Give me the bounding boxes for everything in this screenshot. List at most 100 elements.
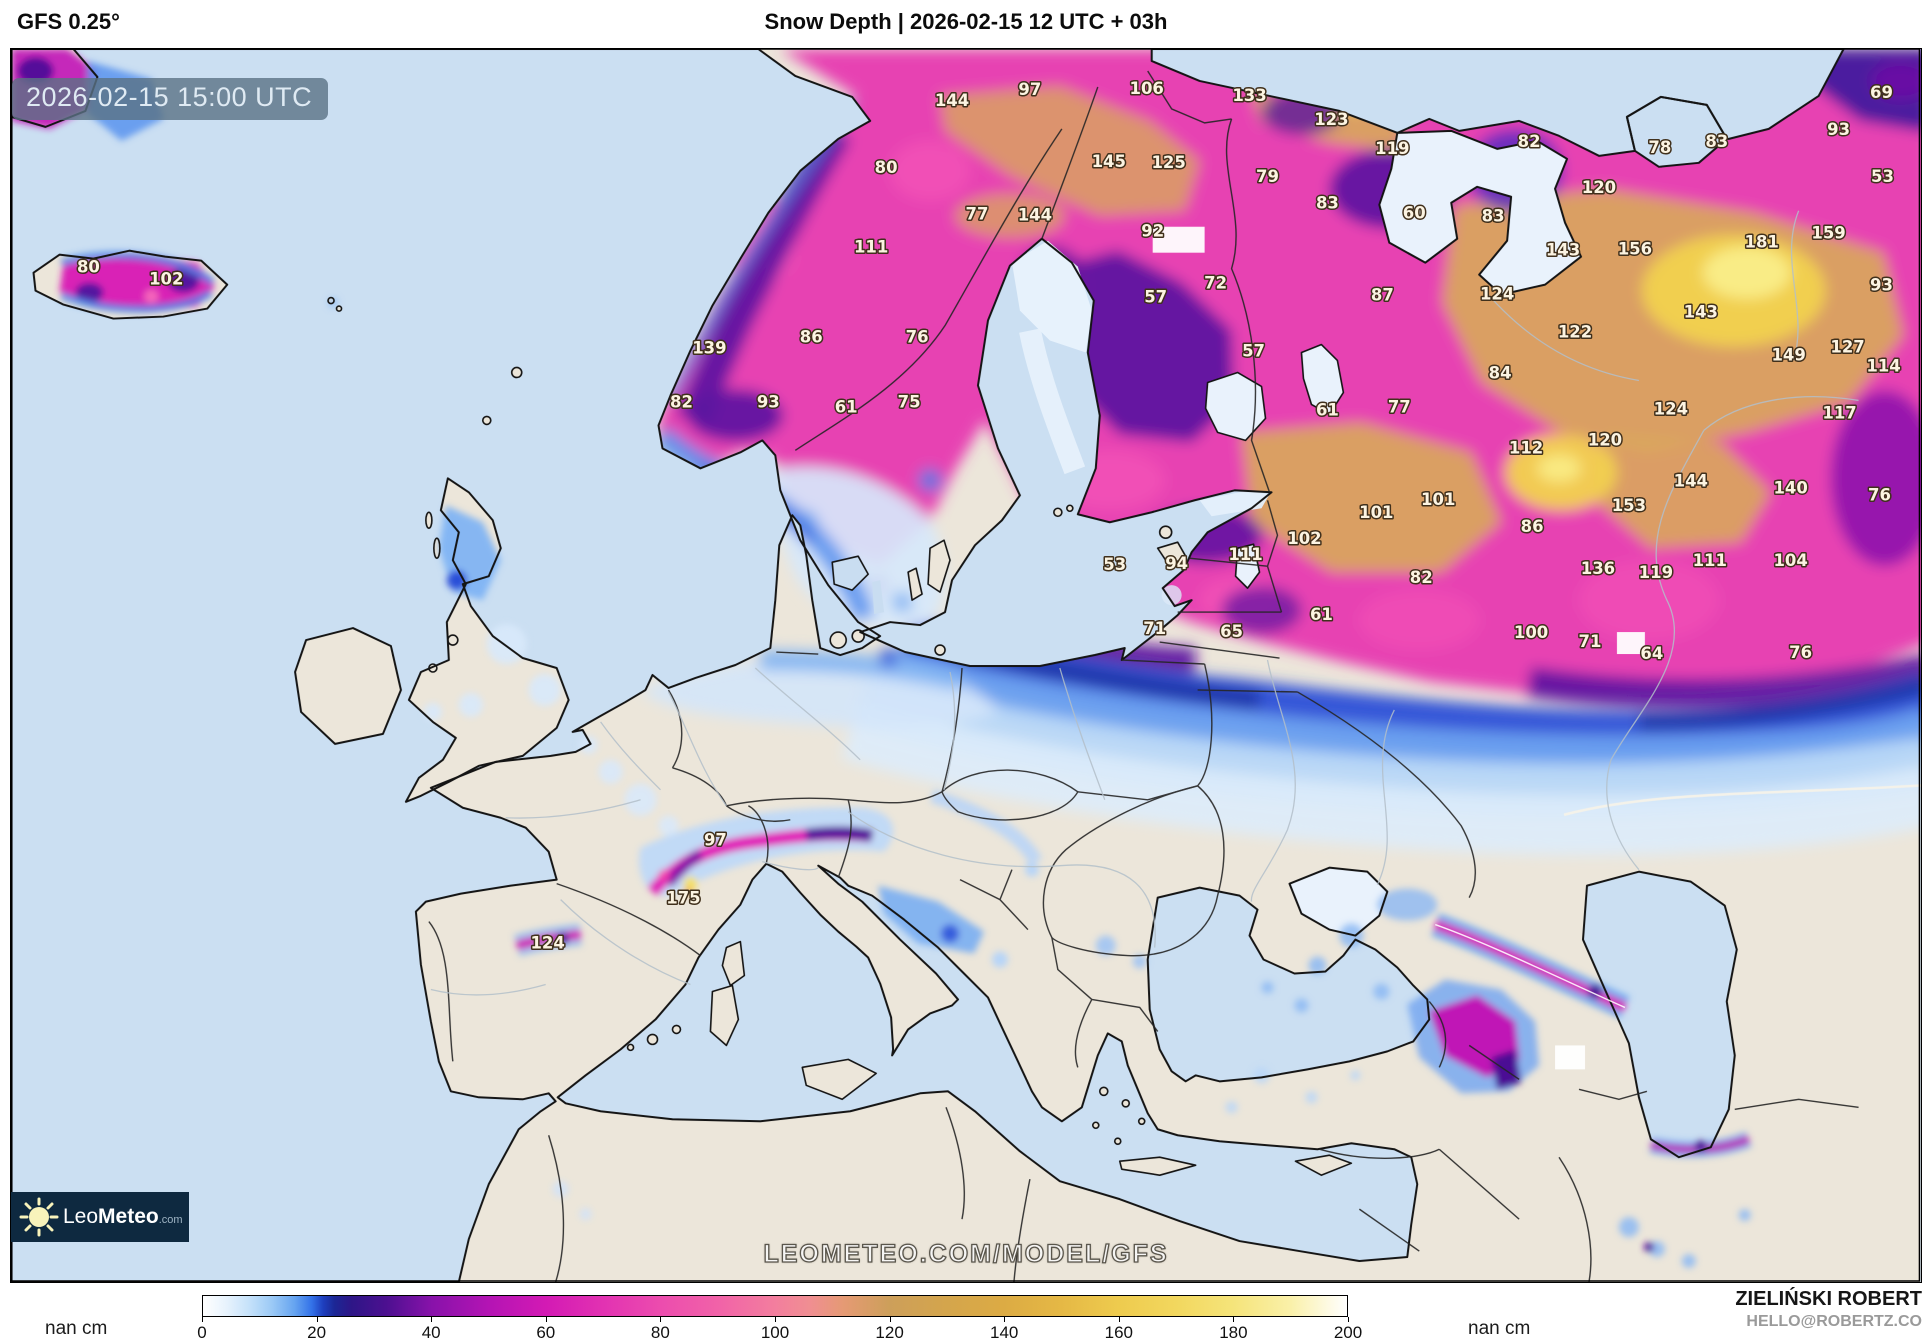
snow-depth-value-label: 84 bbox=[1489, 363, 1512, 382]
snow-depth-value-label: 87 bbox=[1371, 286, 1394, 305]
snow-depth-value-label: 57 bbox=[1242, 342, 1265, 361]
unit-label-left: nan cm bbox=[45, 1318, 108, 1338]
header: GFS 0.25° Snow Depth | 2026-02-15 12 UTC… bbox=[0, 0, 1932, 46]
snow-depth-value-label: 123 bbox=[1314, 110, 1348, 129]
colorbar-tick-label: 0 bbox=[197, 1323, 207, 1338]
europe-map: 97 106 144 133 123 119 82 145 125 79 80 77 144 92 83 60… bbox=[11, 49, 1921, 1282]
snow-depth-value-label: 119 bbox=[1639, 563, 1673, 582]
snow-depth-value-label: 71 bbox=[1579, 632, 1602, 651]
snow-depth-value-label: 101 bbox=[1421, 490, 1455, 509]
snow-depth-value-label: 124 bbox=[1480, 285, 1514, 304]
colorbar-tick-label: 140 bbox=[990, 1323, 1019, 1338]
snow-depth-value-label: 143 bbox=[1684, 303, 1718, 322]
legend-bar: nan cm 0 20 40 60 80 100 120 140 160 180 200 nan c… bbox=[0, 1283, 1932, 1338]
snow-depth-value-label: 60 bbox=[1403, 204, 1426, 223]
colorbar-ticks: 0 20 40 60 80 100 120 140 160 180 200 bbox=[197, 1317, 1362, 1338]
snow-depth-value-label: 72 bbox=[1204, 274, 1227, 293]
snow-depth-value-label: 80 bbox=[77, 258, 100, 277]
snow-depth-value-label: 61 bbox=[1316, 400, 1339, 419]
snow-depth-value-label: 78 bbox=[1648, 138, 1671, 157]
colorbar bbox=[202, 1295, 1348, 1317]
snow-depth-value-label: 111 bbox=[1228, 545, 1262, 564]
colorbar-tick bbox=[202, 1317, 203, 1322]
snow-depth-value-label: 144 bbox=[935, 91, 969, 110]
snow-depth-value-label: 144 bbox=[1018, 206, 1052, 225]
snow-depth-value-label: 124 bbox=[1654, 399, 1688, 418]
snow-depth-value-label: 93 bbox=[1870, 276, 1893, 295]
page-title: Snow Depth | 2026-02-15 12 UTC + 03h bbox=[764, 9, 1168, 34]
snow-depth-value-label: 145 bbox=[1092, 152, 1126, 171]
snow-depth-value-label: 93 bbox=[757, 392, 780, 411]
snow-depth-value-label: 93 bbox=[1827, 120, 1850, 139]
colorbar-tick-label: 120 bbox=[875, 1323, 904, 1338]
colorbar-tick-label: 200 bbox=[1333, 1323, 1363, 1338]
author-email: HELLO@ROBERTZ.CO bbox=[1746, 1313, 1922, 1330]
colorbar-tick-label: 40 bbox=[421, 1323, 441, 1338]
snow-depth-value-label: 61 bbox=[1310, 605, 1333, 624]
colorbar-tick-label: 80 bbox=[650, 1323, 670, 1338]
snow-depth-value-label: 75 bbox=[898, 392, 921, 411]
snow-depth-value-label: 57 bbox=[1144, 288, 1167, 307]
snow-depth-value-label: 102 bbox=[1287, 529, 1321, 548]
data-gap-patches bbox=[1152, 226, 1645, 1070]
colorbar-tick bbox=[1233, 1317, 1235, 1322]
snow-depth-value-label: 175 bbox=[666, 889, 700, 908]
snow-depth-value-label: 111 bbox=[1693, 551, 1727, 570]
snow-depth-value-label: 139 bbox=[692, 339, 726, 358]
snow-depth-value-label: 144 bbox=[1674, 471, 1708, 490]
snow-depth-value-label: 127 bbox=[1830, 338, 1864, 357]
snow-depth-value-label: 83 bbox=[1705, 132, 1728, 151]
snow-depth-value-label: 102 bbox=[149, 270, 183, 289]
colorbar-tick bbox=[316, 1317, 318, 1322]
colorbar-tick-label: 20 bbox=[307, 1323, 327, 1338]
snow-depth-value-label: 97 bbox=[1018, 80, 1041, 99]
colorbar-tick bbox=[1118, 1317, 1120, 1322]
snow-depth-value-label: 97 bbox=[704, 831, 727, 850]
snow-depth-value-label: 149 bbox=[1771, 345, 1805, 364]
snow-depth-value-label: 82 bbox=[1518, 132, 1541, 151]
snow-depth-value-label: 120 bbox=[1588, 430, 1622, 449]
colorbar-tick bbox=[545, 1317, 547, 1322]
rivers bbox=[430, 210, 1859, 996]
snow-depth-value-label: 61 bbox=[835, 397, 858, 416]
logo-text: LeoMeteo.com bbox=[63, 1205, 183, 1228]
snow-depth-value-label: 104 bbox=[1773, 551, 1807, 570]
colorbar-tick-label: 160 bbox=[1104, 1323, 1133, 1338]
map-canvas: 97 106 144 133 123 119 82 145 125 79 80 77 144 92 83 60… bbox=[10, 48, 1922, 1283]
timestamp-badge: 2026-02-15 15:00 UTC bbox=[12, 78, 329, 120]
snow-depth-value-label: 76 bbox=[906, 328, 929, 347]
snow-depth-value-label: 71 bbox=[1143, 619, 1166, 638]
snow-depth-value-label: 83 bbox=[1316, 194, 1339, 213]
snow-depth-value-label: 53 bbox=[1871, 167, 1894, 186]
snow-depth-value-label: 153 bbox=[1612, 496, 1646, 515]
snow-depth-value-label: 92 bbox=[1141, 222, 1164, 241]
snow-depth-value-label: 82 bbox=[1410, 568, 1433, 587]
model-label: GFS 0.25° bbox=[17, 9, 120, 34]
colorbar-tick bbox=[775, 1317, 776, 1322]
snow-depth-value-label: 101 bbox=[1359, 503, 1393, 522]
snow-depth-value-label: 159 bbox=[1811, 224, 1845, 243]
colorbar-tick bbox=[889, 1317, 891, 1322]
map-frame bbox=[11, 49, 1921, 1282]
sun-icon bbox=[19, 1197, 59, 1237]
caucasus-crest-border bbox=[1435, 923, 1626, 1009]
snow-depth-value-labels: 97 106 144 133 123 119 82 145 125 79 80 77 144 92 83 60… bbox=[75, 77, 1902, 954]
colorbar-tick bbox=[1004, 1317, 1006, 1322]
colorbar-tick-label: 60 bbox=[536, 1323, 556, 1338]
colorbar-tick-label: 180 bbox=[1219, 1323, 1248, 1338]
watermark: LEOMETEO.COM/MODEL/GFS bbox=[763, 1239, 1169, 1268]
snow-depth-value-label: 77 bbox=[966, 205, 989, 224]
snow-depth-value-label: 69 bbox=[1870, 83, 1893, 102]
snow-depth-value-label: 76 bbox=[1868, 485, 1891, 504]
snow-depth-value-label: 100 bbox=[1514, 623, 1548, 642]
snow-depth-value-label: 181 bbox=[1745, 233, 1779, 252]
snow-depth-value-label: 140 bbox=[1773, 478, 1807, 497]
country-borders bbox=[428, 70, 1859, 1282]
snow-depth-value-label: 136 bbox=[1581, 559, 1615, 578]
snow-depth-value-label: 80 bbox=[875, 158, 898, 177]
leometeo-logo: LeoMeteo.com bbox=[11, 1192, 189, 1242]
snow-depth-value-label: 143 bbox=[1546, 241, 1580, 260]
snow-depth-value-label: 119 bbox=[1375, 139, 1409, 158]
snow-depth-value-label: 124 bbox=[530, 934, 564, 953]
